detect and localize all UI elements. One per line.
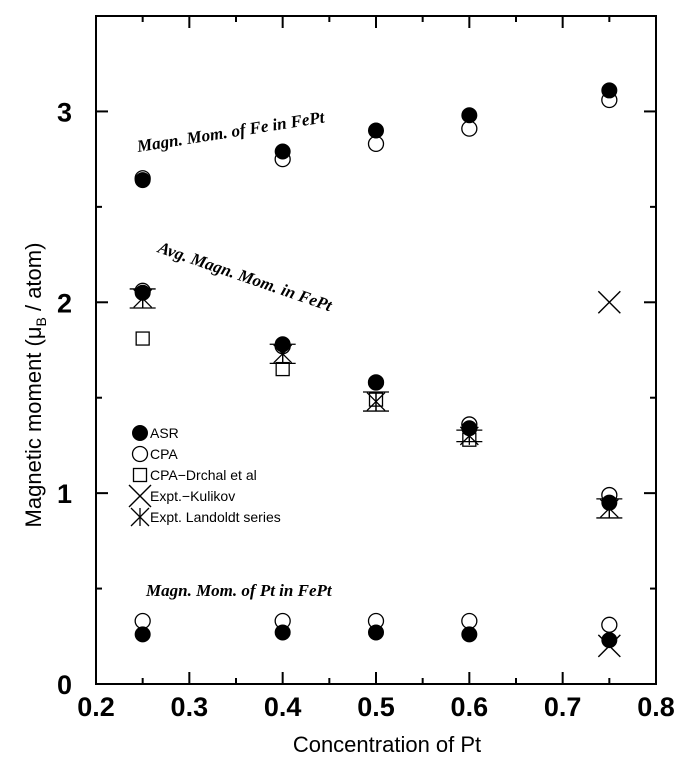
point-filled-circle-shape	[274, 143, 291, 160]
x-axis-title: Concentration of Pt	[293, 732, 481, 757]
point-open-circle	[461, 120, 478, 137]
annotation-pt: Magn. Mom. of Pt in FePt	[145, 581, 333, 600]
point-filled-circle	[134, 626, 151, 643]
y-tick-label: 3	[57, 97, 72, 127]
y-axis-title-end: / atom)	[21, 243, 46, 318]
point-open-square	[135, 331, 150, 346]
point-filled-circle	[368, 624, 384, 641]
point-filled-circle-shape	[274, 336, 291, 353]
legend-marker-x-stroke	[128, 484, 152, 508]
point-x-stroke	[597, 290, 621, 314]
point-filled-circle	[274, 336, 291, 353]
point-filled-circle	[461, 107, 478, 124]
legend-marker-filled-circle-shape	[132, 425, 148, 441]
point-open-circle	[134, 612, 151, 630]
y-tick-label: 2	[57, 288, 72, 318]
point-filled-circle-shape	[601, 494, 618, 511]
point-filled-circle-shape	[601, 82, 618, 99]
point-open-circle	[601, 616, 618, 633]
point-filled-circle	[134, 172, 151, 189]
x-tick-label: 0.6	[451, 692, 489, 722]
x-tick-label: 0.8	[637, 692, 675, 722]
legend: ASR CPA CPA−Drchal et al Expt.−Kulikov Expt.…	[128, 425, 281, 527]
legend-marker-open-square-shape	[132, 467, 148, 483]
point-filled-circle-shape	[601, 632, 618, 649]
point-filled-circle	[368, 374, 384, 391]
legend-label: ASR	[150, 425, 179, 441]
legend-marker-open-circle	[131, 445, 149, 463]
point-filled-circle-shape	[368, 624, 384, 641]
point-filled-circle	[274, 143, 291, 160]
point-filled-circle-shape	[461, 107, 478, 124]
legend-marker-x	[128, 484, 152, 508]
point-open-circle-shape	[367, 135, 385, 153]
data-marks	[129, 82, 623, 658]
axes: 0.2 0.3 0.4 0.5 0.6 0.7 0.8 0 1 2 3	[57, 15, 675, 722]
legend-marker-open-circle-shape	[131, 445, 149, 463]
point-asterisk-errorbar	[363, 391, 389, 412]
point-filled-circle-shape	[461, 420, 478, 437]
legend-label: Expt. Landoldt series	[150, 509, 281, 525]
y-tick-label: 0	[57, 670, 72, 700]
y-axis-title: Magnetic moment (μB / atom)	[21, 243, 49, 528]
y-tick-label: 1	[57, 479, 72, 509]
legend-label: CPA	[150, 446, 178, 462]
point-filled-circle-shape	[134, 626, 151, 643]
point-filled-circle	[461, 626, 478, 643]
x-tick-label: 0.2	[77, 692, 115, 722]
point-filled-circle	[461, 420, 478, 437]
legend-marker-filled-circle	[132, 425, 148, 441]
point-filled-circle-shape	[134, 284, 151, 301]
point-filled-circle	[368, 122, 384, 139]
legend-marker-open-square	[132, 467, 148, 483]
point-filled-circle-shape	[368, 122, 384, 139]
point-filled-circle-shape	[368, 374, 384, 391]
point-x	[597, 290, 621, 314]
legend-label: Expt.−Kulikov	[150, 488, 235, 504]
point-open-square-shape	[135, 331, 150, 346]
legend-marker-asterisk-errorbar	[130, 507, 150, 527]
point-filled-circle-shape	[134, 172, 151, 189]
annotation-avg: Avg. Magn. Mom. in FePt	[155, 237, 336, 315]
y-axis-title-sub: B	[33, 317, 49, 326]
point-open-circle	[367, 135, 385, 153]
point-open-square	[275, 361, 290, 377]
legend-label: CPA−Drchal et al	[150, 467, 257, 483]
point-filled-circle-shape	[274, 624, 291, 641]
point-open-circle-shape	[461, 612, 478, 630]
point-open-circle-shape	[461, 120, 478, 137]
x-tick-label: 0.5	[357, 692, 395, 722]
x-tick-label: 0.3	[171, 692, 209, 722]
point-filled-circle-shape	[461, 626, 478, 643]
point-filled-circle	[134, 284, 151, 301]
legend-marker-asterisk-errorbar-stroke	[130, 507, 150, 527]
annotation-fe: Magn. Mom. of Fe in FePt	[135, 107, 327, 156]
y-axis-title-main: Magnetic moment (μ	[21, 326, 46, 527]
x-tick-label: 0.4	[264, 692, 302, 722]
point-filled-circle	[601, 494, 618, 511]
point-filled-circle	[274, 624, 291, 641]
x-tick-label: 0.7	[544, 692, 582, 722]
point-open-square-shape	[275, 361, 290, 377]
point-open-circle-shape	[134, 612, 151, 630]
point-open-circle	[461, 612, 478, 630]
point-open-circle-shape	[601, 616, 618, 633]
point-filled-circle	[601, 632, 618, 649]
point-filled-circle	[601, 82, 618, 99]
